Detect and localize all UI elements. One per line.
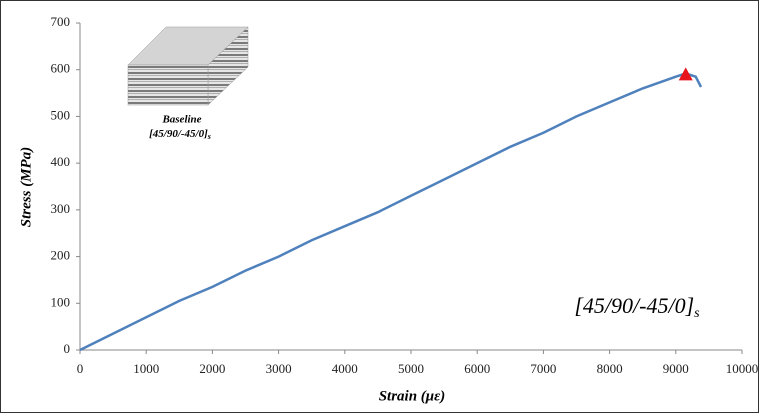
- y-tick-label: 300: [51, 201, 71, 216]
- x-tick-label: 3000: [266, 361, 292, 376]
- annotation-text: [45/90/-45/0]: [574, 293, 694, 318]
- x-tick-label: 8000: [597, 361, 623, 376]
- laminate-inset: [127, 26, 249, 106]
- annotation-subscript: s: [694, 306, 700, 321]
- x-axis-label: Strain (με): [379, 388, 446, 404]
- stress-strain-line: [79, 72, 703, 352]
- y-tick-label: 0: [64, 341, 71, 356]
- inset-title: Baseline: [161, 114, 201, 126]
- x-tick-label: 6000: [464, 361, 490, 376]
- x-tick-label: 5000: [398, 361, 424, 376]
- x-tick-label: 10000: [726, 361, 759, 376]
- y-tick-label: 100: [51, 294, 71, 309]
- annotation: [45/90/-45/0]s: [574, 293, 700, 321]
- inset-layup-text: [45/90/-45/0]: [149, 128, 208, 140]
- inset-layup: [45/90/-45/0]s: [149, 128, 211, 141]
- y-tick-label: 200: [51, 248, 71, 263]
- x-tick-label: 0: [77, 361, 84, 376]
- x-tick-label: 7000: [530, 361, 556, 376]
- inset-layup-subscript: s: [207, 132, 211, 141]
- y-tick-label: 400: [51, 154, 71, 169]
- y-tick-label: 700: [51, 14, 71, 29]
- failure-marker: [678, 67, 693, 81]
- y-tick-label: 500: [51, 107, 71, 122]
- y-tick-label: 600: [51, 61, 71, 76]
- x-tick-label: 2000: [199, 361, 225, 376]
- x-tick-label: 4000: [332, 361, 358, 376]
- y-axis-label: Stress (MPa): [18, 147, 34, 227]
- x-tick-label: 9000: [663, 361, 689, 376]
- x-tick-label: 1000: [133, 361, 159, 376]
